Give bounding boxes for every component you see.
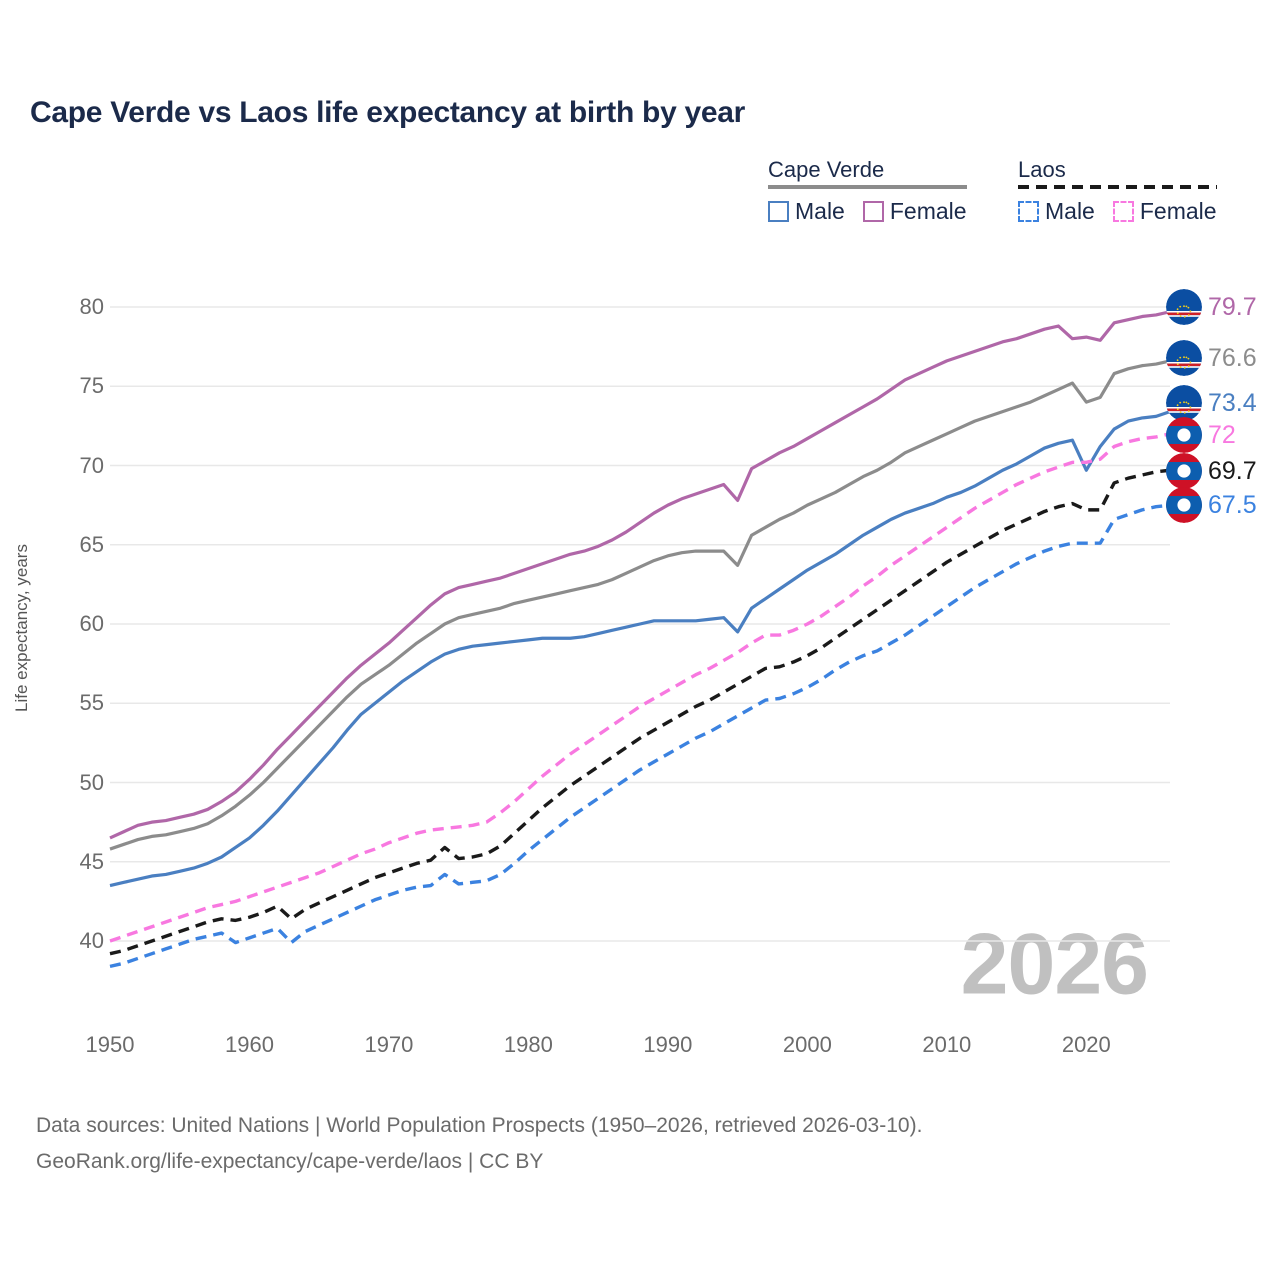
x-axis-tick-label: 1980 <box>503 1032 553 1057</box>
series-end-label: 72 <box>1166 417 1236 453</box>
laos-flag <box>1166 417 1202 453</box>
x-axis-tick-label: 1950 <box>85 1032 135 1057</box>
legend-group-title-laos: Laos <box>1018 157 1066 182</box>
series-end-label: 76.6 <box>1166 340 1257 376</box>
legend-group-cape-verde: Cape Verde Male Female <box>768 158 967 225</box>
footer-attribution: Data sources: United Nations | World Pop… <box>36 1108 922 1180</box>
page-title: Cape Verde vs Laos life expectancy at bi… <box>30 96 746 129</box>
series-end-label: 73.4 <box>1166 385 1257 421</box>
series-end-value: 69.7 <box>1208 456 1257 485</box>
cape-verde-flag <box>1166 340 1202 376</box>
legend-item-laos-female[interactable]: Female <box>1112 198 1217 225</box>
y-axis-tick-label: 45 <box>79 848 104 874</box>
x-axis-tick-label: 1960 <box>224 1032 274 1057</box>
series-end-value: 67.5 <box>1208 490 1257 519</box>
legend-rule-solid <box>768 185 967 189</box>
y-axis-tick-label: 50 <box>79 769 104 795</box>
series-end-label: 69.7 <box>1166 453 1257 489</box>
x-axis-tick-label: 1990 <box>643 1032 693 1057</box>
legend-item-cape-verde-female[interactable]: Female <box>862 198 967 225</box>
x-axis-tick-label: 2000 <box>782 1032 832 1057</box>
legend-group-laos: Laos Male Female <box>1018 158 1217 225</box>
series-end-label: 67.5 <box>1166 487 1257 523</box>
y-axis-tick-label: 65 <box>79 531 104 557</box>
series-line <box>109 359 1171 851</box>
series-line <box>109 310 1171 840</box>
y-axis-tick-label: 60 <box>79 611 104 636</box>
y-axis-tick-label: 75 <box>79 373 104 399</box>
series-end-label: 79.7 <box>1166 289 1257 325</box>
series-line <box>109 503 1171 969</box>
series-end-value: 76.6 <box>1208 343 1257 372</box>
footer-line-1: Data sources: United Nations | World Pop… <box>36 1114 923 1137</box>
series-end-value: 73.4 <box>1208 388 1257 417</box>
y-axis-ticks: 40 45 50 55 60 65 70 75 80 <box>52 0 104 1280</box>
series-line <box>109 410 1171 888</box>
footer-line-2: GeoRank.org/life-expectancy/cape-verde/l… <box>36 1150 544 1173</box>
laos-flag <box>1166 487 1202 523</box>
x-axis-tick-label: 1970 <box>364 1032 414 1057</box>
series-line <box>109 432 1171 943</box>
legend-swatch-icon <box>768 201 789 222</box>
x-axis-tick-label: 2020 <box>1061 1032 1111 1057</box>
y-axis-tick-label: 40 <box>79 928 104 953</box>
chart-legend: Cape Verde Male Female Laos Male <box>760 158 1260 244</box>
legend-item-label: Female <box>889 198 967 224</box>
laos-flag <box>1166 453 1202 489</box>
legend-swatch-icon <box>1112 201 1134 222</box>
x-axis-tick-label: 2010 <box>922 1032 972 1057</box>
y-axis-tick-label: 55 <box>79 690 104 716</box>
legend-group-title-cape-verde: Cape Verde <box>768 157 885 182</box>
y-axis-tick-label: 70 <box>79 452 104 478</box>
legend-item-cape-verde-male[interactable]: Male <box>768 198 845 225</box>
series-line <box>109 468 1171 956</box>
legend-item-label: Female <box>1139 198 1217 224</box>
legend-swatch-icon <box>1018 201 1039 222</box>
year-watermark: 2026 <box>960 916 1149 1013</box>
series-end-value: 72 <box>1208 420 1236 449</box>
legend-item-label: Male <box>795 198 845 224</box>
series-end-value: 79.7 <box>1208 292 1257 321</box>
cape-verde-flag <box>1166 385 1202 421</box>
legend-rule-dashed <box>1018 185 1217 189</box>
y-axis-tick-label: 80 <box>79 294 104 319</box>
legend-item-label: Male <box>1045 198 1095 224</box>
cape-verde-flag <box>1166 289 1202 325</box>
legend-item-laos-male[interactable]: Male <box>1018 198 1095 225</box>
legend-swatch-icon <box>862 201 884 222</box>
